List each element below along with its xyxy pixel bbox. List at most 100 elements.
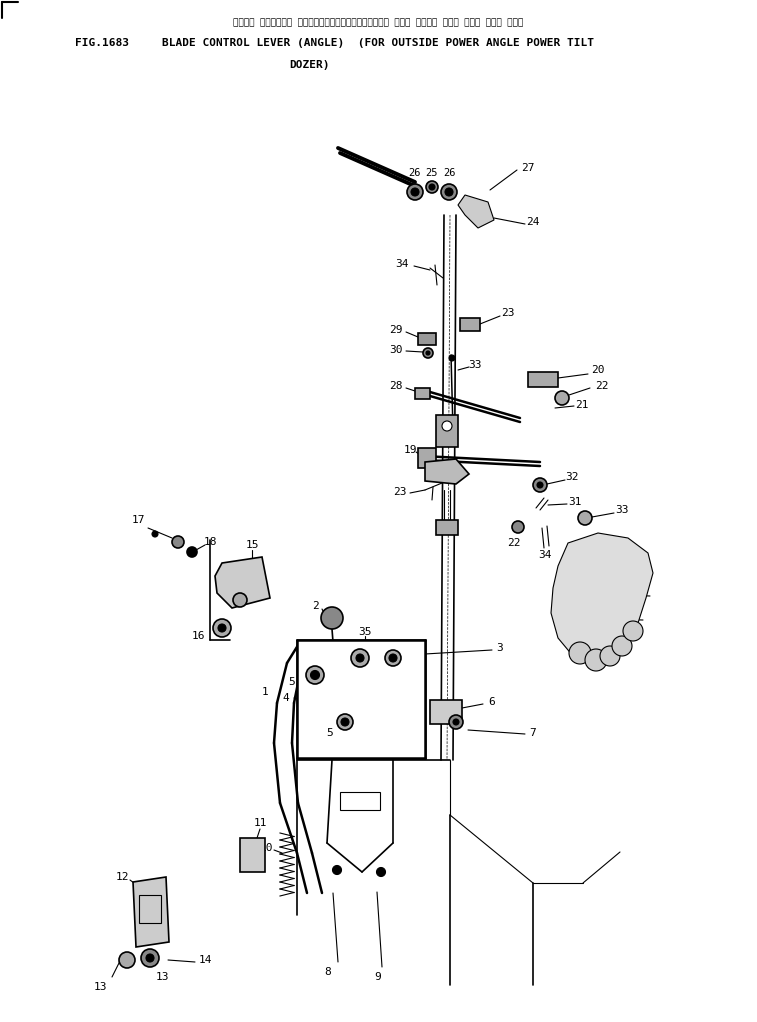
Text: 35: 35	[358, 628, 372, 637]
Text: 25: 25	[425, 168, 438, 178]
Text: 23: 23	[501, 308, 515, 318]
Polygon shape	[240, 838, 265, 872]
Circle shape	[578, 511, 592, 525]
Circle shape	[376, 868, 385, 877]
Text: 19: 19	[403, 445, 417, 455]
Text: 32: 32	[565, 472, 579, 482]
Circle shape	[141, 949, 159, 967]
Circle shape	[429, 184, 435, 190]
Text: 26: 26	[409, 168, 421, 178]
Text: 13: 13	[93, 982, 107, 992]
Bar	[418, 333, 436, 345]
Circle shape	[332, 866, 341, 875]
Circle shape	[442, 421, 452, 431]
Text: 20: 20	[591, 365, 605, 375]
Text: 3: 3	[497, 643, 503, 653]
Circle shape	[389, 654, 397, 662]
Polygon shape	[425, 459, 469, 484]
Text: 34: 34	[538, 550, 552, 560]
Circle shape	[356, 654, 364, 662]
Text: 22: 22	[507, 538, 521, 548]
Text: 5: 5	[326, 728, 333, 738]
Circle shape	[426, 351, 430, 355]
Text: 27: 27	[522, 162, 534, 173]
Bar	[340, 792, 380, 810]
Circle shape	[218, 624, 226, 632]
Text: 22: 22	[595, 381, 609, 391]
Bar	[436, 415, 458, 447]
Text: BLADE CONTROL LEVER (ANGLE)  (FOR OUTSIDE POWER ANGLE POWER TILT: BLADE CONTROL LEVER (ANGLE) (FOR OUTSIDE…	[162, 38, 594, 48]
Circle shape	[445, 188, 453, 196]
Circle shape	[152, 531, 158, 537]
Text: DOZER): DOZER)	[290, 60, 330, 69]
Circle shape	[555, 391, 569, 405]
Text: 33: 33	[615, 505, 629, 515]
Circle shape	[426, 181, 438, 193]
Circle shape	[453, 719, 459, 725]
Bar	[430, 700, 462, 724]
Text: 29: 29	[389, 325, 403, 335]
Circle shape	[119, 953, 135, 968]
Text: 1: 1	[262, 687, 269, 697]
Bar	[297, 640, 425, 758]
Circle shape	[172, 536, 184, 548]
Polygon shape	[133, 877, 169, 947]
Text: 2: 2	[313, 601, 319, 611]
Text: 5: 5	[288, 677, 295, 687]
Circle shape	[385, 650, 401, 666]
Circle shape	[411, 188, 419, 196]
Text: 17: 17	[131, 515, 145, 525]
Polygon shape	[458, 195, 494, 228]
Text: 6: 6	[488, 697, 495, 707]
Circle shape	[569, 642, 591, 664]
Circle shape	[321, 607, 343, 629]
Text: ブレード コントロール レバー　（アングル）（アウトサイド パワー アングル パワー チルト ドーザ ヨウ）: ブレード コントロール レバー （アングル）（アウトサイド パワー アングル パ…	[233, 18, 523, 27]
Bar	[418, 448, 436, 468]
Circle shape	[341, 718, 349, 726]
Bar	[460, 318, 480, 331]
Text: 11: 11	[254, 818, 266, 828]
Circle shape	[600, 646, 620, 666]
Text: 12: 12	[115, 872, 129, 882]
Circle shape	[146, 954, 154, 962]
Text: 4: 4	[282, 693, 289, 703]
Polygon shape	[215, 557, 270, 608]
Circle shape	[449, 715, 463, 729]
Circle shape	[537, 482, 543, 487]
Text: 24: 24	[526, 217, 540, 227]
Circle shape	[233, 593, 247, 607]
Text: 28: 28	[389, 381, 403, 391]
Circle shape	[310, 670, 319, 680]
Circle shape	[187, 547, 197, 557]
Text: 9: 9	[375, 972, 382, 982]
Text: 23: 23	[393, 487, 407, 497]
Text: 26: 26	[444, 168, 456, 178]
Text: 7: 7	[530, 728, 537, 738]
Text: 16: 16	[192, 631, 204, 641]
Text: 33: 33	[469, 360, 481, 370]
Bar	[139, 895, 161, 923]
Circle shape	[533, 478, 547, 492]
Circle shape	[351, 649, 369, 667]
Text: 34: 34	[395, 259, 409, 269]
Circle shape	[612, 636, 632, 656]
Text: 15: 15	[245, 540, 259, 550]
Text: 31: 31	[569, 497, 581, 507]
Text: 30: 30	[389, 345, 403, 355]
Text: 14: 14	[198, 955, 212, 965]
Text: 10: 10	[259, 843, 273, 853]
Circle shape	[585, 649, 607, 671]
Circle shape	[407, 184, 423, 200]
Circle shape	[512, 521, 524, 533]
Bar	[436, 520, 458, 535]
Text: 8: 8	[325, 967, 332, 977]
Circle shape	[213, 619, 231, 637]
Circle shape	[441, 184, 457, 200]
Text: 21: 21	[575, 400, 589, 410]
Text: FIG.1683: FIG.1683	[75, 38, 129, 48]
Circle shape	[337, 714, 353, 730]
Bar	[528, 372, 558, 387]
Polygon shape	[551, 533, 653, 663]
Circle shape	[306, 666, 324, 684]
Bar	[415, 388, 430, 399]
